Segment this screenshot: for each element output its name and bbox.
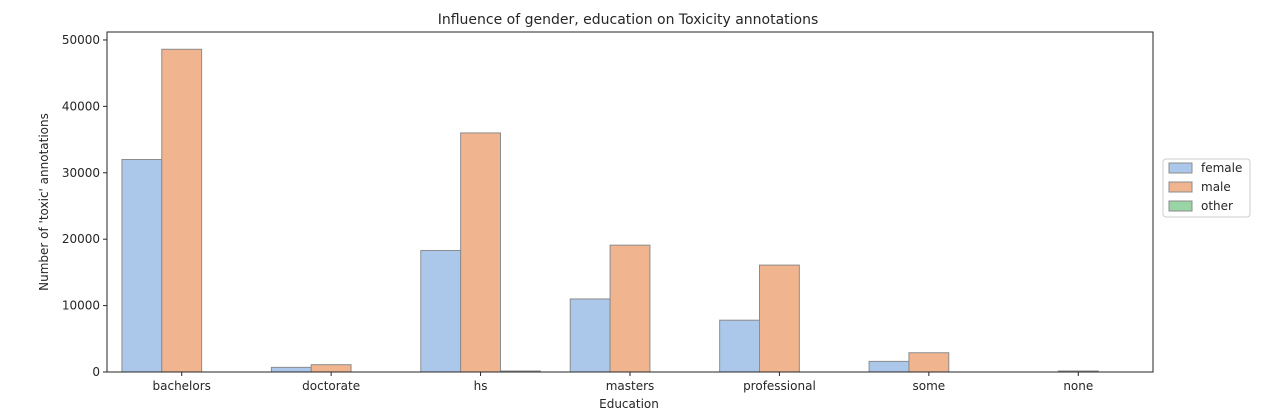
bar-male-some (908, 352, 950, 373)
legend-label-female: female (1201, 161, 1242, 175)
x-axis-label: Education (599, 397, 659, 411)
bar-female-doctorate (270, 366, 312, 373)
bar-male-bachelors (161, 48, 203, 373)
y-tick-label: 40000 (62, 99, 100, 113)
legend-swatch-other (1168, 200, 1193, 212)
bar-female-bachelors (121, 159, 163, 373)
bar-female-masters (569, 298, 611, 373)
bar-male-professional (759, 264, 800, 373)
bar-female-hs (420, 249, 462, 373)
legend-swatch-female (1168, 162, 1193, 174)
y-tick-label: 20000 (62, 232, 100, 246)
bars-group (121, 48, 1099, 373)
x-tick-label: none (1063, 379, 1093, 393)
bar-female-some (868, 360, 910, 373)
y-tick-label: 10000 (62, 299, 100, 313)
x-tick-label: bachelors (153, 379, 211, 393)
legend-label-male: male (1201, 180, 1231, 194)
y-axis-label: Number of 'toxic' annotations (37, 113, 51, 291)
y-tick-label: 30000 (62, 166, 100, 180)
x-tick-label: masters (606, 379, 655, 393)
x-tick-label: professional (743, 379, 816, 393)
bar-male-masters (609, 244, 651, 373)
legend-label-other: other (1201, 199, 1233, 213)
y-axis-ticks: 0 10000 20000 30000 40000 50000 (62, 33, 107, 379)
bar-male-hs (460, 132, 501, 373)
y-tick-label: 0 (92, 365, 100, 379)
y-tick-label: 50000 (62, 33, 100, 47)
x-tick-label: doctorate (302, 379, 360, 393)
chart-title: Influence of gender, education on Toxici… (438, 12, 819, 28)
bar-male-doctorate (310, 364, 352, 373)
bar-female-professional (719, 319, 761, 373)
x-tick-label: hs (474, 379, 488, 393)
legend-swatch-male (1168, 181, 1193, 193)
legend: female male other (1162, 158, 1251, 218)
x-tick-label: some (913, 379, 946, 393)
x-axis-ticks: bachelors doctorate hs masters professional s… (153, 372, 1093, 393)
